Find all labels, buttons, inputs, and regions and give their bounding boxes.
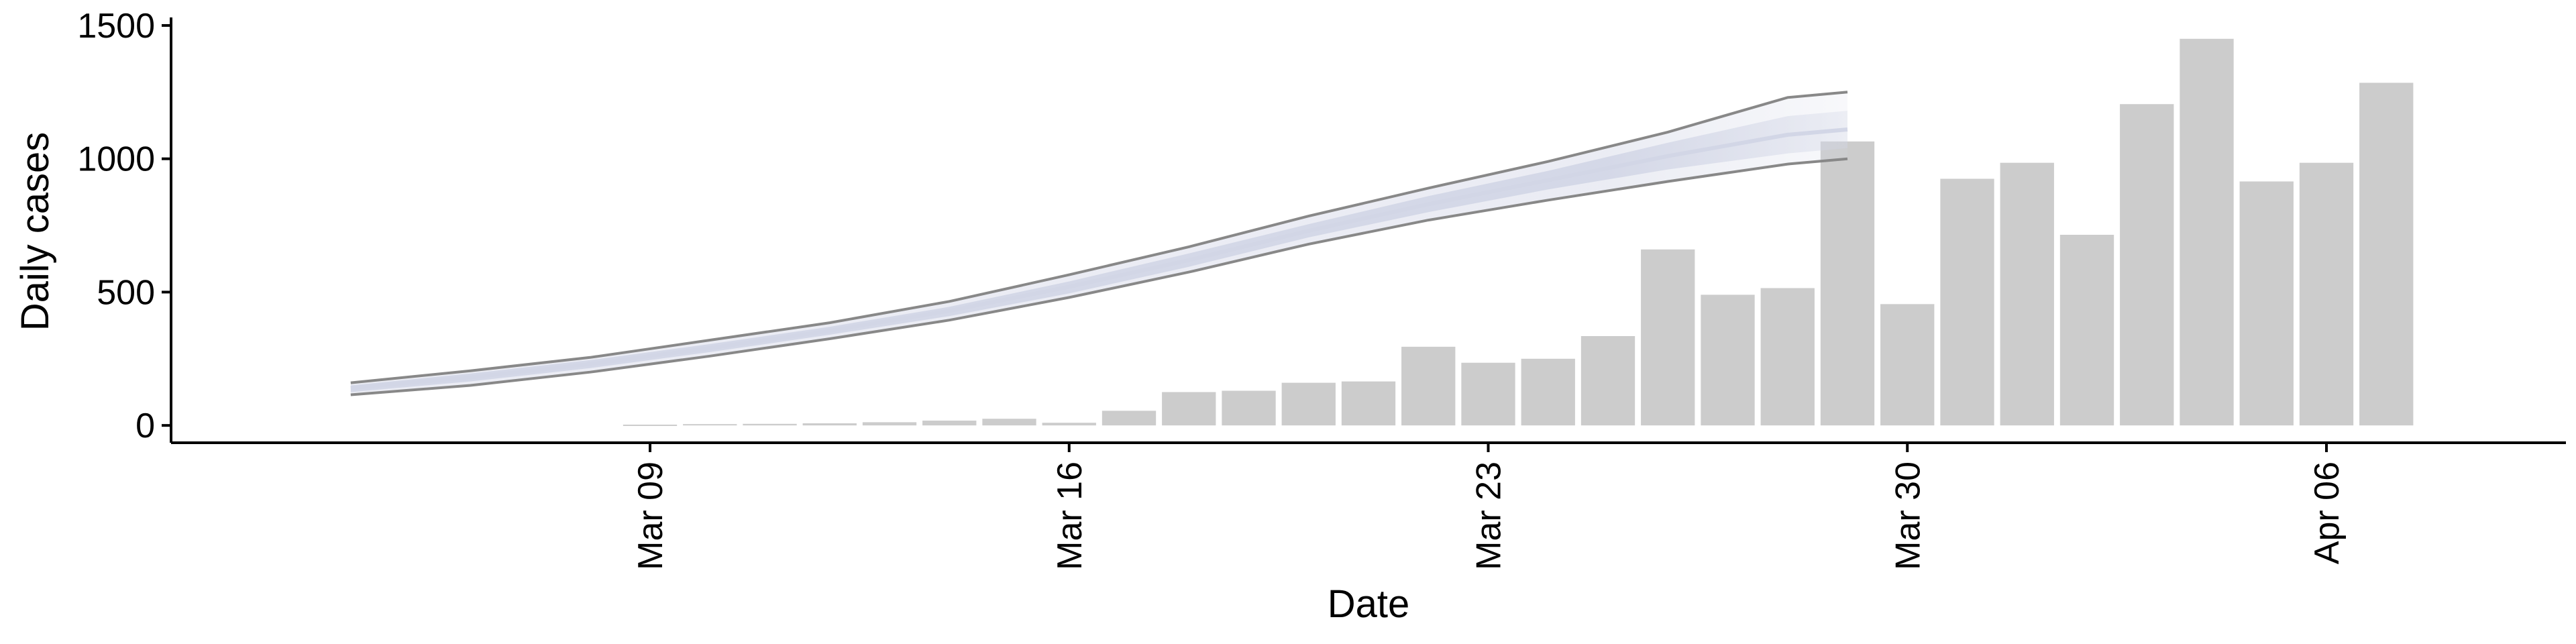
bar-2020-04-02: [2059, 234, 2114, 426]
bar-2020-03-16: [1042, 423, 1096, 426]
x-tick-label-2020-03-16: Mar 16: [1051, 462, 1089, 570]
bar-2020-03-15: [982, 419, 1036, 426]
bar-2020-03-17: [1102, 411, 1157, 426]
estimate-lower-line: [350, 157, 1848, 396]
bar-2020-03-27: [1701, 294, 1755, 426]
bar-2020-03-13: [862, 422, 917, 426]
x-axis-title: Date: [1328, 582, 1410, 626]
bar-2020-03-25: [1580, 336, 1635, 426]
bar-2020-03-22: [1401, 346, 1456, 426]
bar-2020-03-19: [1222, 390, 1276, 426]
bar-2020-04-05: [2239, 181, 2294, 426]
x-tick-label-2020-03-30: Mar 30: [1888, 462, 1927, 570]
bar-2020-03-21: [1341, 381, 1396, 426]
y-axis-title: Daily cases: [13, 132, 57, 331]
y-tick-label-0: 0: [136, 407, 155, 445]
bar-2020-04-07: [2359, 83, 2414, 426]
x-tick-label-2020-03-09: Mar 09: [631, 462, 670, 570]
estimate-layer: [350, 91, 1848, 396]
bar-2020-03-12: [802, 423, 857, 426]
x-tick-label-2020-04-06: Apr 06: [2308, 462, 2347, 564]
y-tick-label-1500: 1500: [77, 7, 155, 46]
x-tick-label-2020-03-23: Mar 23: [1470, 462, 1509, 570]
bar-2020-03-26: [1641, 249, 1695, 426]
bar-2020-03-10: [683, 424, 737, 426]
bar-2020-04-03: [2120, 104, 2174, 426]
y-tick-label-1000: 1000: [77, 140, 155, 179]
bar-2020-03-24: [1521, 358, 1575, 426]
bars-layer: [623, 38, 2414, 426]
y-tick-label-500: 500: [97, 273, 155, 312]
bar-2020-03-30: [1880, 304, 1935, 426]
bar-2020-03-31: [1940, 178, 1994, 426]
estimate-median-line: [350, 127, 1848, 390]
bar-2020-03-20: [1281, 382, 1336, 426]
bar-2020-04-04: [2180, 38, 2234, 426]
bar-2020-03-09: [623, 424, 678, 426]
bar-2020-03-29: [1820, 141, 1875, 426]
axes-layer: 0 500 1000 1500 Mar 09 Mar 16 Mar 23 Mar 30 Apr …: [77, 7, 2566, 570]
bar-2020-03-14: [922, 421, 977, 426]
estimate-upper-line: [350, 91, 1848, 384]
bar-2020-03-18: [1162, 392, 1216, 426]
estimate-inner-band: [350, 111, 1847, 392]
bar-2020-04-01: [2000, 162, 2054, 426]
bar-2020-03-23: [1461, 362, 1515, 426]
bar-2020-04-06: [2299, 162, 2354, 426]
bar-2020-03-11: [743, 423, 797, 426]
bar-2020-03-28: [1760, 288, 1815, 426]
